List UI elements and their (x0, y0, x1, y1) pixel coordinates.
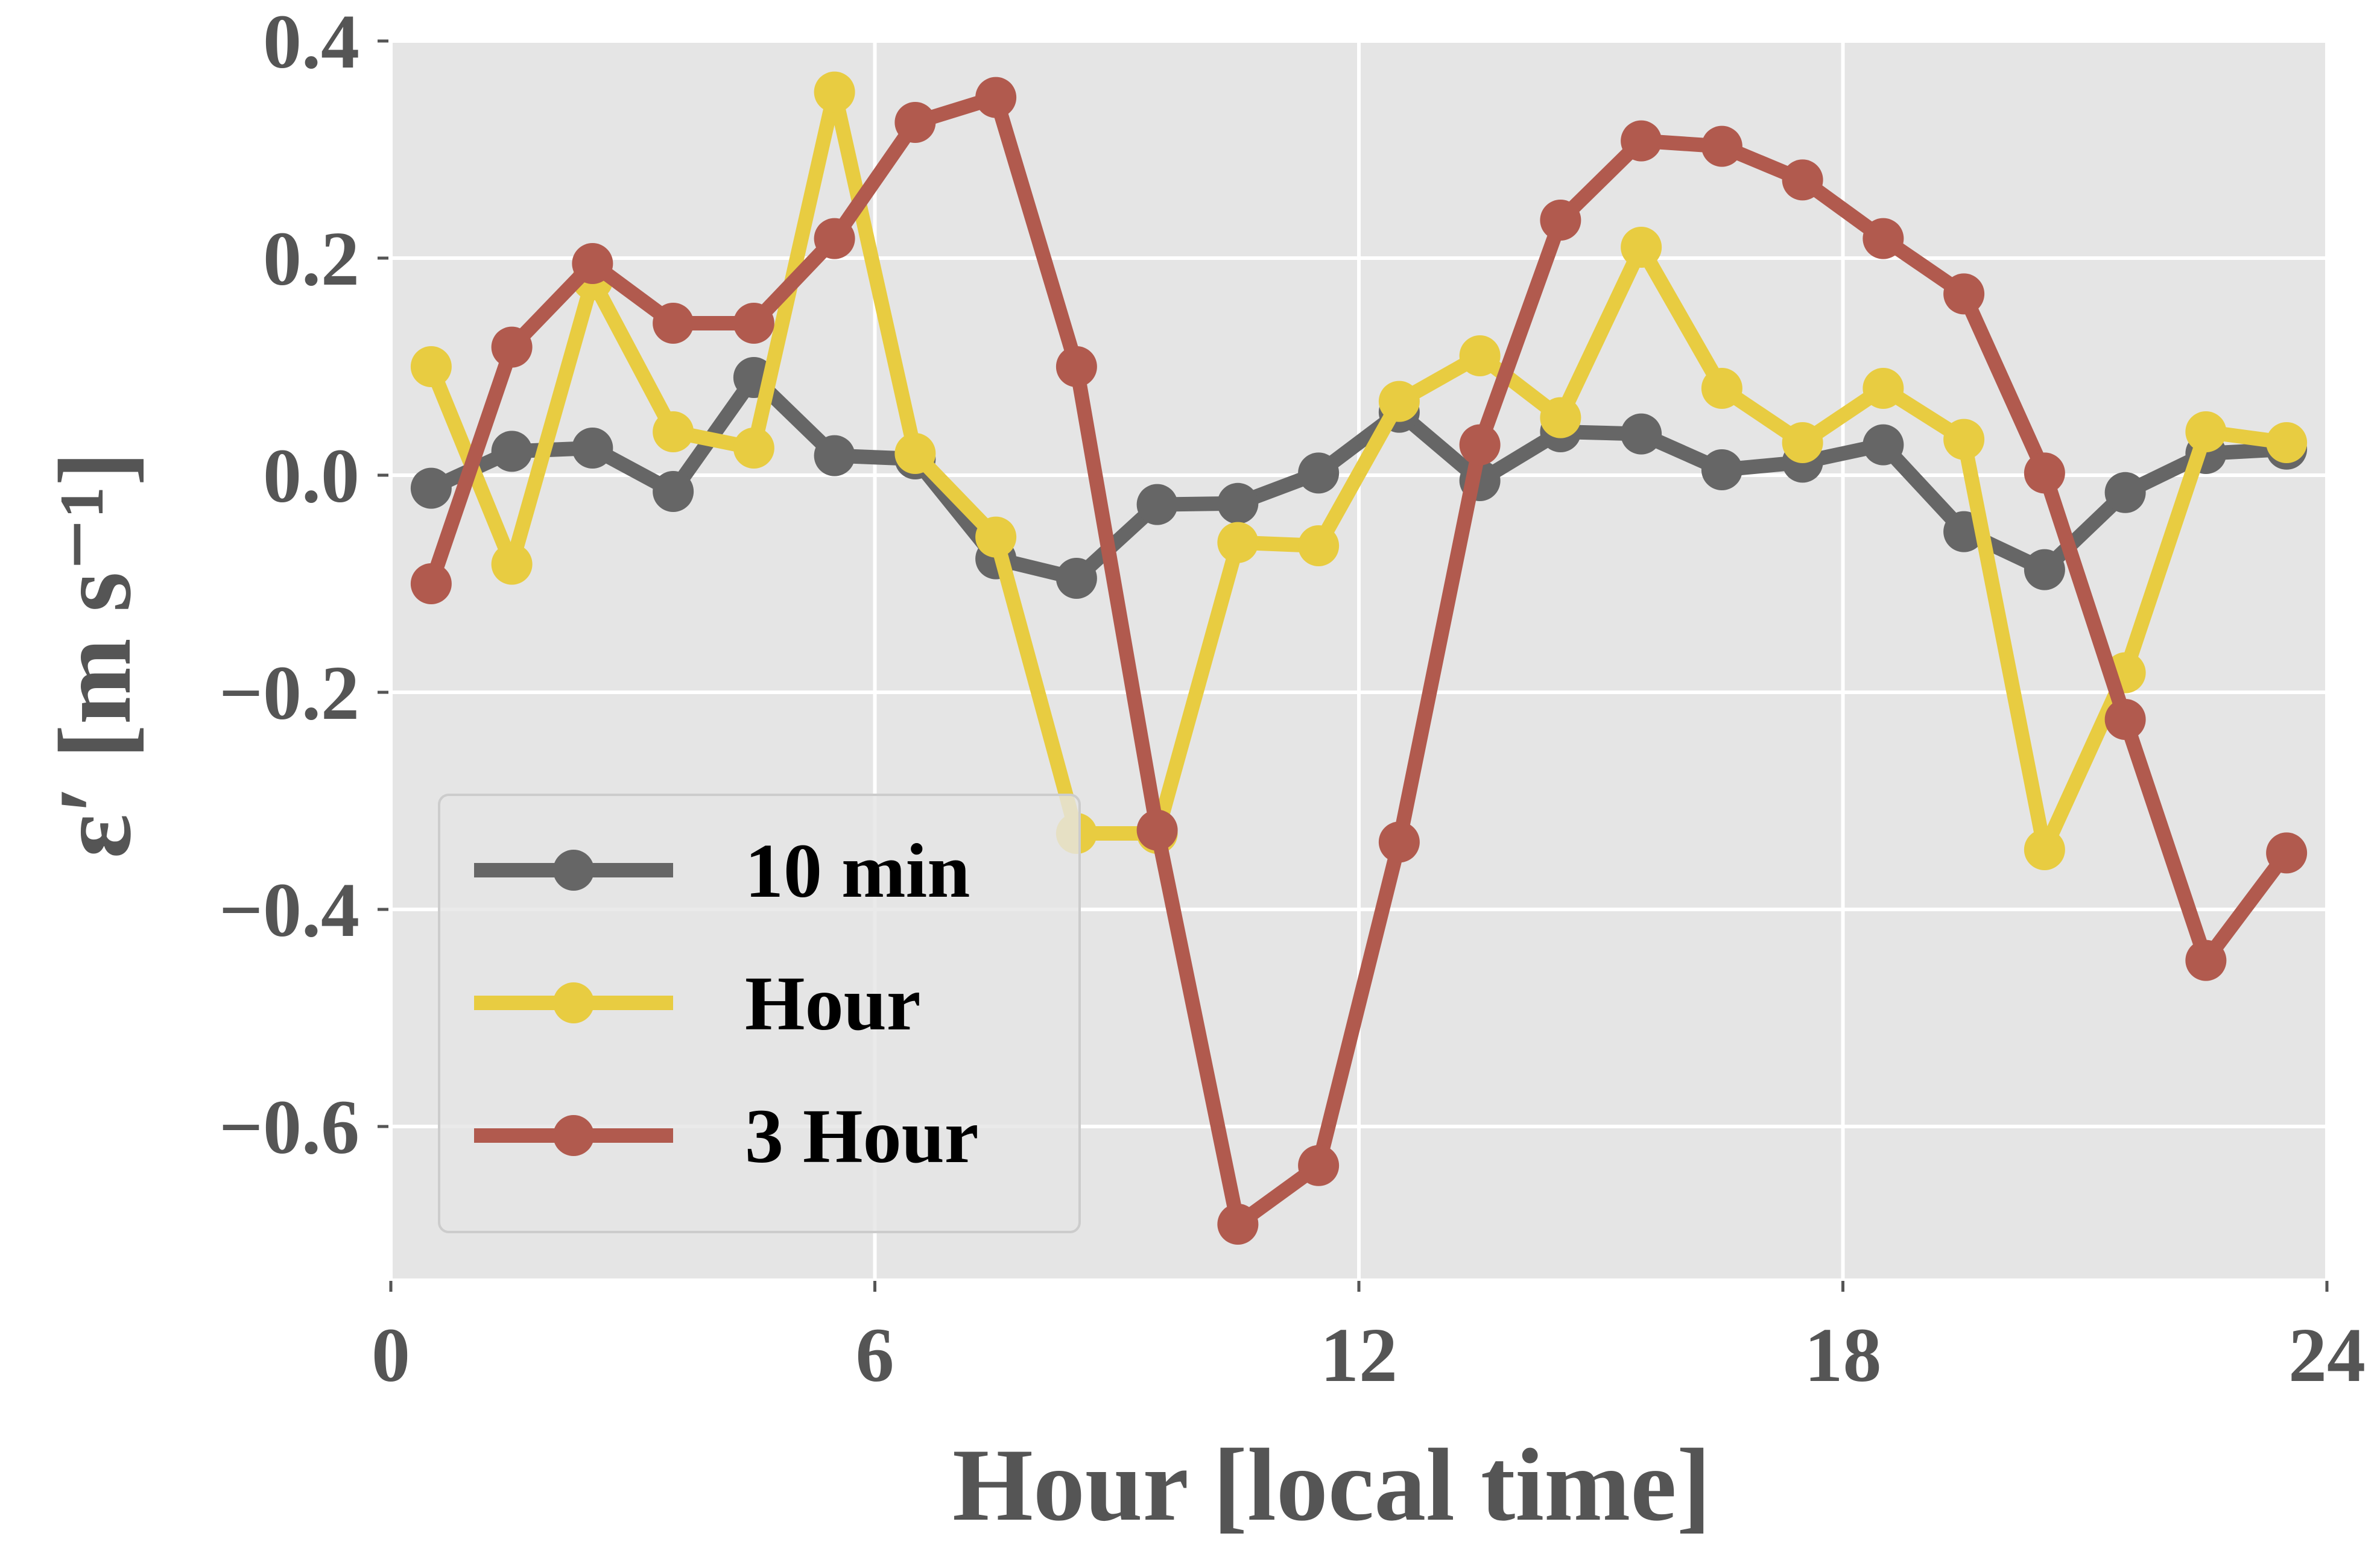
data-point (1540, 200, 1581, 241)
data-point (2185, 411, 2227, 452)
y-tick-label: −0.2 (219, 650, 359, 736)
data-point (1217, 482, 1259, 524)
legend-item: 3 Hour (474, 1093, 979, 1179)
y-tick-label: 0.2 (263, 216, 359, 302)
data-point (733, 303, 774, 344)
data-point (491, 326, 533, 368)
y-tick-label: −0.4 (219, 867, 359, 953)
data-point (975, 516, 1017, 558)
data-point (1217, 522, 1259, 563)
legend-marker (553, 982, 594, 1023)
x-tick-label: 18 (1805, 1312, 1882, 1398)
data-point (2104, 472, 2146, 513)
legend-item: Hour (474, 961, 921, 1046)
data-point (2024, 829, 2065, 870)
data-point (814, 71, 855, 113)
data-point (653, 303, 694, 344)
legend: 10 min Hour 3 Hour (438, 794, 1081, 1233)
data-point (1621, 227, 1662, 268)
legend-label: 3 Hour (745, 1093, 979, 1179)
data-point (2266, 422, 2308, 463)
data-point (410, 346, 452, 387)
x-tick-label: 24 (2288, 1312, 2366, 1398)
data-point (1136, 809, 1178, 851)
legend-marker (553, 1115, 594, 1156)
y-tick-label: 0.4 (263, 0, 359, 84)
legend-label: Hour (745, 961, 921, 1046)
data-point (1378, 821, 1420, 863)
axis-ticks: 0 6 12 18 24 0.4 0.2 0.0 −0.2 −0.4 −0.6 (219, 0, 2366, 1398)
data-point (1782, 422, 1823, 463)
data-point (2104, 699, 2146, 740)
data-point (1943, 273, 1985, 315)
series-layer (410, 71, 2308, 1245)
data-point (1943, 419, 1985, 460)
data-point (491, 543, 533, 585)
data-point (1621, 413, 1662, 455)
data-point (1298, 525, 1340, 566)
data-point (2266, 832, 2308, 874)
data-point (1701, 368, 1742, 409)
data-point (410, 467, 452, 509)
data-point (1378, 381, 1420, 422)
x-axis-label: Hour [local time] (952, 1428, 1711, 1539)
x-tick-label: 6 (856, 1312, 894, 1398)
data-point (1298, 452, 1340, 494)
data-point (1863, 368, 1904, 409)
legend-item: 10 min (474, 828, 970, 914)
data-point (1055, 346, 1097, 387)
y-axis-label: ε′ [m s⁻¹] (38, 452, 153, 859)
data-point (1136, 484, 1178, 525)
series-3-hour (410, 77, 2308, 1245)
data-point (653, 411, 694, 452)
data-point (410, 563, 452, 604)
data-point (1701, 125, 1742, 167)
data-point (1459, 335, 1501, 376)
data-point (1863, 424, 1904, 466)
data-point (2024, 549, 2065, 590)
data-point (2185, 940, 2227, 981)
grid-lines (389, 39, 2329, 1278)
data-point (814, 435, 855, 476)
data-point (491, 431, 533, 472)
data-point (733, 428, 774, 469)
data-point (975, 77, 1017, 118)
data-point (653, 471, 694, 512)
data-point (894, 102, 936, 143)
data-point (1459, 424, 1501, 466)
data-point (1217, 1204, 1259, 1245)
x-tick-label: 12 (1320, 1312, 1397, 1398)
data-point (894, 433, 936, 474)
series-hour (410, 71, 2308, 870)
data-point (1621, 120, 1662, 162)
y-tick-label: 0.0 (263, 433, 359, 519)
data-point (1782, 159, 1823, 201)
data-point (1540, 397, 1581, 438)
y-tick-label: −0.6 (219, 1084, 359, 1170)
data-point (814, 218, 855, 259)
data-point (572, 428, 613, 469)
legend-marker (553, 850, 594, 891)
data-point (1863, 218, 1904, 259)
data-point (1055, 558, 1097, 599)
data-point (2024, 452, 2065, 494)
legend-label: 10 min (745, 828, 970, 914)
data-point (572, 243, 613, 284)
x-tick-label: 0 (372, 1312, 410, 1398)
legend-box (438, 794, 1081, 1233)
data-point (1298, 1145, 1340, 1186)
data-point (1701, 449, 1742, 490)
